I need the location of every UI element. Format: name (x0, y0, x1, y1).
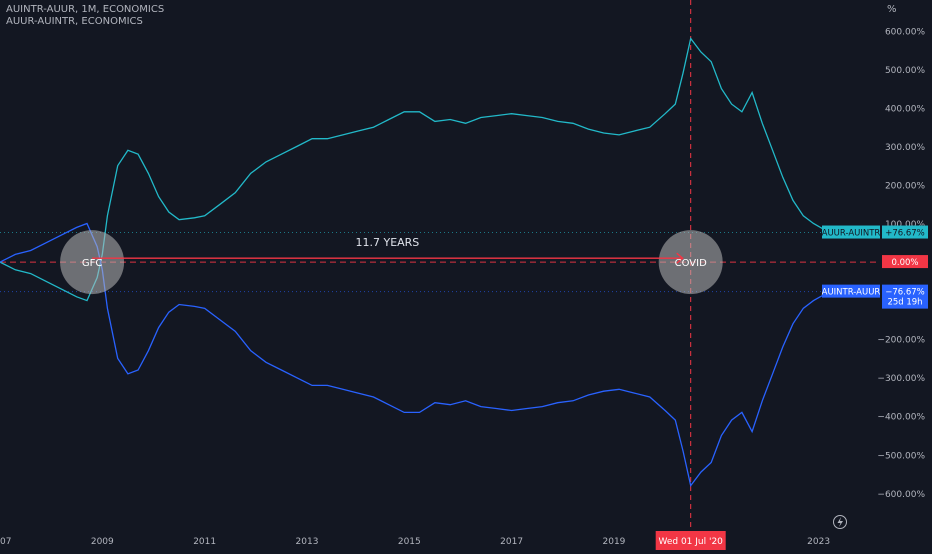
y-tick-label: −600.00% (877, 490, 925, 500)
x-tick-label: 2019 (603, 537, 626, 547)
y-tick-label: 400.00% (885, 104, 925, 114)
x-tick-label: 2023 (807, 537, 830, 547)
y-tick-label: −200.00% (877, 336, 925, 346)
y-tick-label: 100.00% (885, 220, 925, 230)
covid-label: COVID (675, 258, 707, 269)
y-tick-label: 200.00% (885, 181, 925, 191)
x-tick-label: 2013 (296, 537, 319, 547)
series-value-tag-text: +76.67% (885, 229, 925, 239)
x-tick-label: 2007 (0, 537, 11, 547)
y-tick-label: 500.00% (885, 66, 925, 76)
chart-legend: AUINTR-AUUR, 1M, ECONOMICS AUUR-AUINTR, … (6, 4, 164, 28)
series-name-tag-auintr-auur (822, 284, 880, 298)
y-tick-label: −300.00% (877, 374, 925, 384)
lightning-icon[interactable] (833, 515, 847, 529)
series-name-tag-text: AUINTR-AUUR (822, 288, 881, 298)
crosshair-date-tag (655, 531, 726, 550)
x-tick-label: 2017 (500, 537, 523, 547)
gfc-circle (60, 230, 125, 295)
legend-line-2: AUUR-AUINTR, ECONOMICS (6, 16, 143, 27)
series-name-tag-text: AUUR-AUINTR (822, 229, 881, 239)
x-tick-label: 2009 (91, 537, 114, 547)
years-arrow-label: 11.7 YEARS (355, 236, 419, 249)
series-value-tag-auintr-auur (882, 284, 928, 309)
legend-line-1: AUINTR-AUUR, 1M, ECONOMICS (6, 4, 165, 15)
covid-circle (658, 230, 723, 295)
lightning-icon-bolt (837, 517, 843, 527)
x-tick-label: 2015 (398, 537, 421, 547)
percent-unit-label: % (887, 4, 897, 15)
series-value-tag-auur-auintr (882, 225, 928, 239)
series-countdown-tag-text: 25d 19h (887, 298, 922, 308)
series-value-tag-text: −76.67% (885, 288, 925, 298)
series-line-auur-auintr (0, 36, 835, 302)
y-tick-label: 600.00% (885, 27, 925, 37)
zero-value-tag-text: 0.00% (891, 258, 918, 268)
crosshair-date-text: Wed 01 Jul '20 (658, 537, 723, 547)
years-arrow-head (676, 252, 684, 264)
x-tick-label: 2011 (193, 537, 216, 547)
series-name-tag-auur-auintr (822, 225, 880, 239)
y-tick-label: −500.00% (877, 451, 925, 461)
y-tick-label: −400.00% (877, 413, 925, 423)
y-tick-label: 300.00% (885, 143, 925, 153)
gfc-label: GFC (82, 258, 103, 269)
zero-value-tag (882, 255, 928, 269)
series-line-auintr-auur (0, 222, 835, 488)
